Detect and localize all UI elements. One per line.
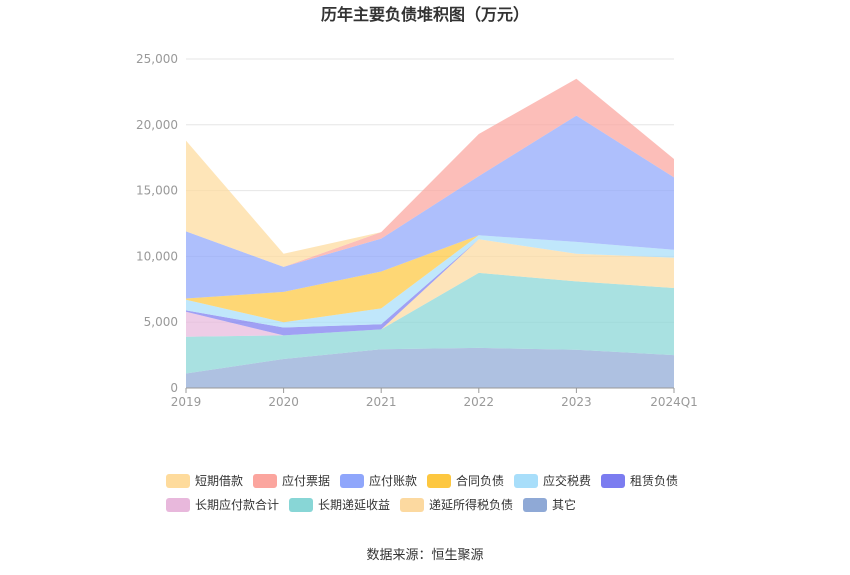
- legend-label: 长期递延收益: [318, 498, 390, 512]
- x-tick-label: 2021: [366, 395, 397, 409]
- area-长期递延收益: [186, 272, 674, 374]
- area-短期借款: [186, 78, 674, 267]
- legend-swatch: [601, 474, 625, 488]
- area-应交税费: [186, 235, 674, 328]
- legend-swatch: [514, 474, 538, 488]
- legend-swatch: [427, 474, 451, 488]
- legend-swatch: [340, 474, 364, 488]
- x-tick-label: 2024Q1: [650, 395, 698, 409]
- y-tick-label: 15,000: [136, 184, 178, 198]
- legend-swatch: [400, 498, 424, 512]
- area-长期应付款合计: [186, 272, 674, 337]
- x-tick-label: 2022: [464, 395, 495, 409]
- area-应付账款: [186, 115, 674, 299]
- legend-label: 租赁负债: [630, 474, 678, 488]
- x-tick-label: 2023: [561, 395, 592, 409]
- y-tick-label: 10,000: [136, 249, 178, 263]
- legend-swatch: [166, 474, 190, 488]
- data-source: 数据来源：恒生聚源: [366, 548, 483, 563]
- legend-label: 应付账款: [369, 473, 417, 488]
- chart-title: 历年主要负债堆积图（万元）: [321, 5, 529, 24]
- legend-label: 长期应付款合计: [195, 497, 279, 512]
- legend-label: 应付票据: [282, 473, 330, 488]
- axes: 0 5,000 10,000 15,000 20,000 25,000 2019 2020 20…: [136, 52, 698, 409]
- legend-label: 递延所得税负债: [429, 497, 513, 512]
- legend-swatch: [253, 474, 277, 488]
- area-应付票据: [186, 78, 674, 267]
- y-tick-label: 5,000: [144, 315, 178, 329]
- legend-label: 应交税费: [543, 473, 591, 488]
- legend-label: 其它: [552, 497, 576, 512]
- legend-swatch: [289, 498, 313, 512]
- x-tick-label: 2020: [268, 395, 299, 409]
- y-tick-label: 0: [170, 381, 178, 395]
- legend-label: 短期借款: [195, 474, 243, 488]
- area-合同负债: [186, 235, 674, 323]
- y-tick-label: 20,000: [136, 118, 178, 132]
- area-递延所得税负债: [186, 239, 674, 336]
- legend-swatch: [523, 498, 547, 512]
- y-tick-label: 25,000: [136, 52, 178, 66]
- area-其它: [186, 347, 674, 388]
- x-tick-label: 2019: [171, 395, 202, 409]
- legend-swatch: [166, 498, 190, 512]
- legend-label: 合同负债: [456, 473, 504, 488]
- area-series: [186, 78, 674, 388]
